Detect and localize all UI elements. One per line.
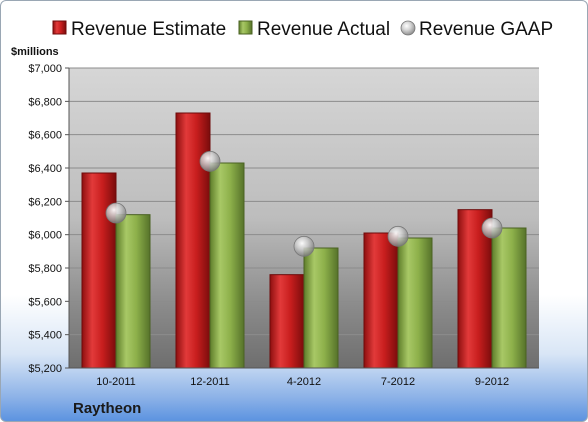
gaap-marker xyxy=(481,217,503,239)
company-name: Raytheon xyxy=(73,400,141,417)
y-axis-ticks: $5,200 $5,400 $5,600 $5,800 $6,000 $6,200 $6,4… xyxy=(28,63,539,375)
legend-label: Revenue GAAP xyxy=(419,19,553,40)
actual-bar xyxy=(397,237,433,369)
actual-bar xyxy=(115,214,151,369)
x-tick-label: 10-2011 xyxy=(96,376,136,388)
y-tick-label: $5,800 xyxy=(28,263,62,275)
x-tick-label: 4-2012 xyxy=(287,376,321,388)
y-unit-label: $millions xyxy=(11,46,59,58)
y-tick-label: $5,200 xyxy=(28,363,62,375)
y-tick-label: $6,800 xyxy=(28,96,62,108)
x-tick-label: 7-2012 xyxy=(381,376,415,388)
legend-actual-swatch xyxy=(238,20,253,35)
y-tick-label: $6,200 xyxy=(28,196,62,208)
y-tick-label: $6,400 xyxy=(28,163,62,175)
y-tick-label: $6,600 xyxy=(28,130,62,142)
y-tick-label: $7,000 xyxy=(28,63,62,75)
x-axis-ticks: 10-2011 12-2011 4-2012 7-2012 9-2012 xyxy=(96,376,509,388)
bars xyxy=(81,112,527,369)
gaap-marker xyxy=(387,225,409,247)
actual-bar xyxy=(491,227,527,369)
estimate-bar xyxy=(363,232,399,369)
estimate-bar xyxy=(81,172,117,369)
legend: Revenue Estimate Revenue Actual Revenue GA… xyxy=(52,19,553,40)
actual-bar xyxy=(209,162,245,369)
legend-label: Revenue Estimate xyxy=(71,19,226,40)
estimate-bar xyxy=(175,112,211,369)
y-tick-label: $5,600 xyxy=(28,296,62,308)
x-tick-label: 12-2011 xyxy=(190,376,230,388)
gaap-marker xyxy=(105,202,127,224)
y-tick-label: $6,000 xyxy=(28,230,62,242)
legend-label: Revenue Actual xyxy=(257,19,390,40)
x-tick-label: 9-2012 xyxy=(475,376,509,388)
actual-bar xyxy=(303,247,339,369)
estimate-bar xyxy=(269,274,305,369)
gaap-markers xyxy=(105,150,503,257)
gaap-marker xyxy=(293,235,315,257)
y-tick-label: $5,400 xyxy=(28,330,62,342)
legend-gaap-swatch xyxy=(400,20,416,36)
legend-estimate-swatch xyxy=(52,20,67,35)
gaap-marker xyxy=(199,150,221,172)
